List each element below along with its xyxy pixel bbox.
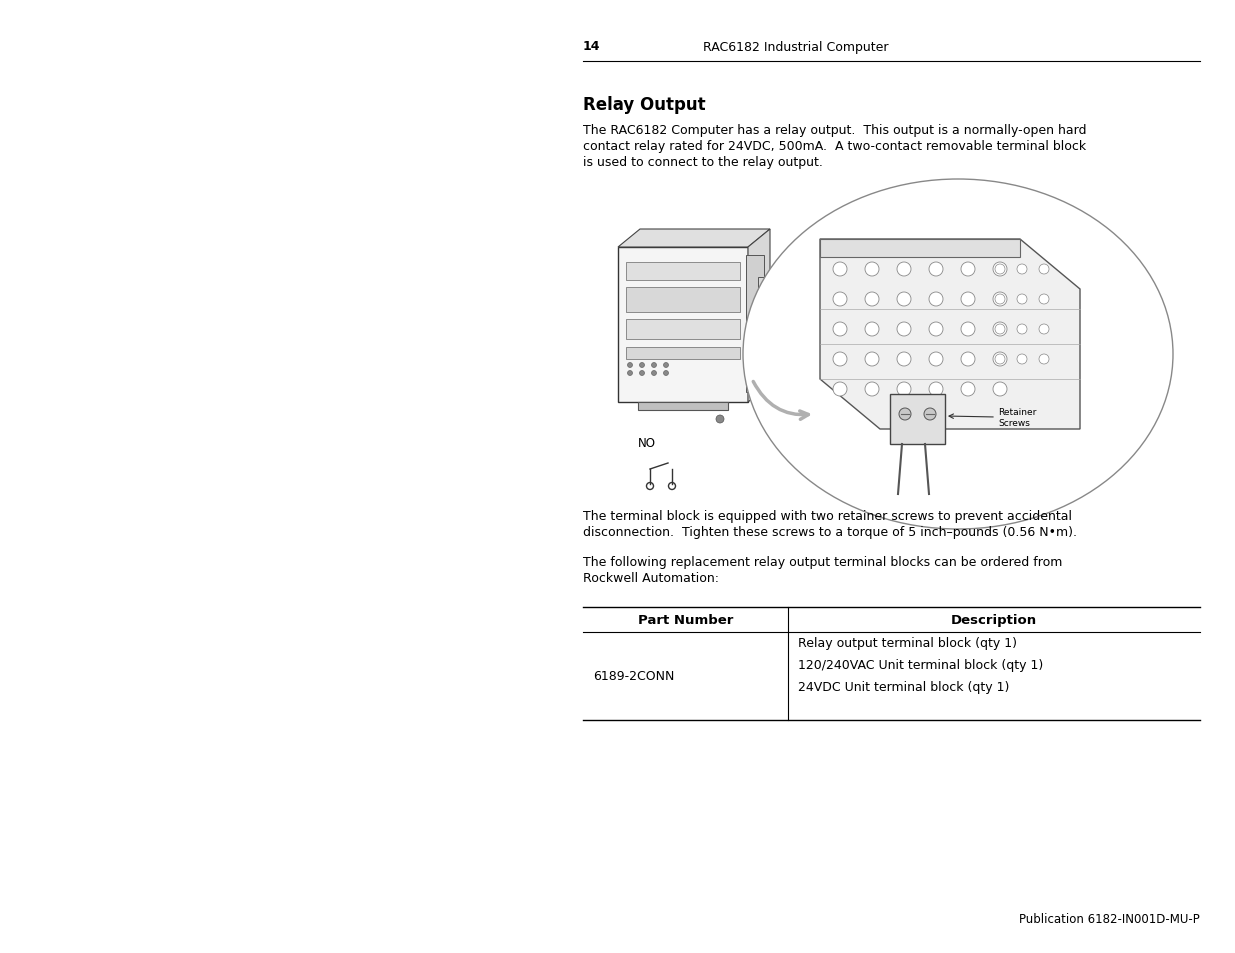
Circle shape: [864, 293, 879, 307]
Bar: [626, 263, 740, 281]
Circle shape: [961, 323, 974, 336]
Polygon shape: [748, 230, 769, 402]
Circle shape: [832, 353, 847, 367]
Circle shape: [864, 323, 879, 336]
Text: Relay output terminal block (qty 1): Relay output terminal block (qty 1): [798, 637, 1016, 650]
Text: NO: NO: [638, 436, 656, 450]
Circle shape: [663, 363, 668, 368]
Circle shape: [961, 293, 974, 307]
Bar: [626, 319, 740, 339]
Bar: [618, 248, 748, 402]
Circle shape: [832, 263, 847, 276]
Text: Description: Description: [951, 614, 1037, 626]
Circle shape: [995, 355, 1005, 365]
Circle shape: [929, 323, 944, 336]
Circle shape: [652, 363, 657, 368]
Circle shape: [627, 363, 632, 368]
Polygon shape: [820, 240, 1079, 430]
Text: 14: 14: [583, 40, 600, 53]
Circle shape: [924, 409, 936, 420]
Text: Rockwell Automation:: Rockwell Automation:: [583, 572, 719, 584]
Circle shape: [929, 382, 944, 396]
Circle shape: [995, 294, 1005, 305]
Circle shape: [1039, 355, 1049, 365]
Circle shape: [897, 293, 911, 307]
Circle shape: [832, 323, 847, 336]
Circle shape: [995, 265, 1005, 274]
Text: contact relay rated for 24VDC, 500mA.  A two-contact removable terminal block: contact relay rated for 24VDC, 500mA. A …: [583, 140, 1086, 152]
Circle shape: [1039, 265, 1049, 274]
Circle shape: [864, 353, 879, 367]
Circle shape: [832, 293, 847, 307]
Circle shape: [832, 382, 847, 396]
Circle shape: [1016, 294, 1028, 305]
Circle shape: [1016, 355, 1028, 365]
Circle shape: [1016, 265, 1028, 274]
Circle shape: [897, 323, 911, 336]
Circle shape: [1016, 325, 1028, 335]
Circle shape: [640, 363, 645, 368]
Circle shape: [995, 325, 1005, 335]
Text: Retainer
Screws: Retainer Screws: [998, 408, 1036, 428]
Circle shape: [929, 353, 944, 367]
Circle shape: [899, 409, 911, 420]
Bar: [626, 288, 740, 313]
Circle shape: [864, 263, 879, 276]
Text: 120/240VAC Unit terminal block (qty 1): 120/240VAC Unit terminal block (qty 1): [798, 659, 1044, 672]
Circle shape: [640, 371, 645, 376]
Polygon shape: [618, 230, 769, 248]
Circle shape: [993, 353, 1007, 367]
Circle shape: [1039, 325, 1049, 335]
Circle shape: [993, 293, 1007, 307]
Text: is used to connect to the relay output.: is used to connect to the relay output.: [583, 156, 823, 169]
Bar: [638, 402, 727, 411]
Circle shape: [627, 371, 632, 376]
Text: Part Number: Part Number: [637, 614, 734, 626]
Polygon shape: [746, 255, 764, 393]
Text: 6189-2CONN: 6189-2CONN: [593, 670, 674, 682]
Circle shape: [652, 371, 657, 376]
Circle shape: [663, 371, 668, 376]
Text: The RAC6182 Computer has a relay output.  This output is a normally-open hard: The RAC6182 Computer has a relay output.…: [583, 124, 1087, 137]
Circle shape: [993, 323, 1007, 336]
Text: The following replacement relay output terminal blocks can be ordered from: The following replacement relay output t…: [583, 556, 1062, 568]
Circle shape: [897, 263, 911, 276]
Circle shape: [864, 382, 879, 396]
Text: Publication 6182-IN001D-MU-P: Publication 6182-IN001D-MU-P: [1019, 912, 1200, 925]
Circle shape: [929, 263, 944, 276]
Polygon shape: [820, 240, 1020, 257]
Circle shape: [961, 353, 974, 367]
Circle shape: [929, 293, 944, 307]
Bar: [890, 395, 945, 444]
Circle shape: [1039, 294, 1049, 305]
Circle shape: [961, 382, 974, 396]
Text: disconnection.  Tighten these screws to a torque of 5 inch–pounds (0.56 N•m).: disconnection. Tighten these screws to a…: [583, 525, 1077, 538]
Circle shape: [897, 382, 911, 396]
Bar: [626, 348, 740, 359]
Text: RAC6182 Industrial Computer: RAC6182 Industrial Computer: [703, 40, 888, 53]
Circle shape: [993, 263, 1007, 276]
Text: Relay Output: Relay Output: [583, 96, 705, 113]
Text: The terminal block is equipped with two retainer screws to prevent accidental: The terminal block is equipped with two …: [583, 510, 1072, 522]
Circle shape: [716, 416, 724, 423]
Text: 24VDC Unit terminal block (qty 1): 24VDC Unit terminal block (qty 1): [798, 680, 1009, 694]
Circle shape: [961, 263, 974, 276]
Ellipse shape: [743, 180, 1173, 530]
Circle shape: [897, 353, 911, 367]
Circle shape: [993, 382, 1007, 396]
